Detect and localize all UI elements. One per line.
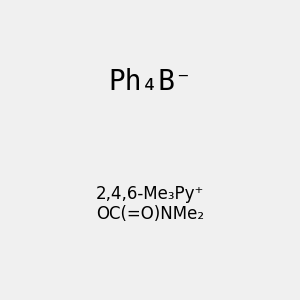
Text: Ph₄B⁻: Ph₄B⁻ [108,68,192,97]
Text: 2,4,6-Me₃Py⁺
OC(=O)NMe₂: 2,4,6-Me₃Py⁺ OC(=O)NMe₂ [96,184,204,224]
